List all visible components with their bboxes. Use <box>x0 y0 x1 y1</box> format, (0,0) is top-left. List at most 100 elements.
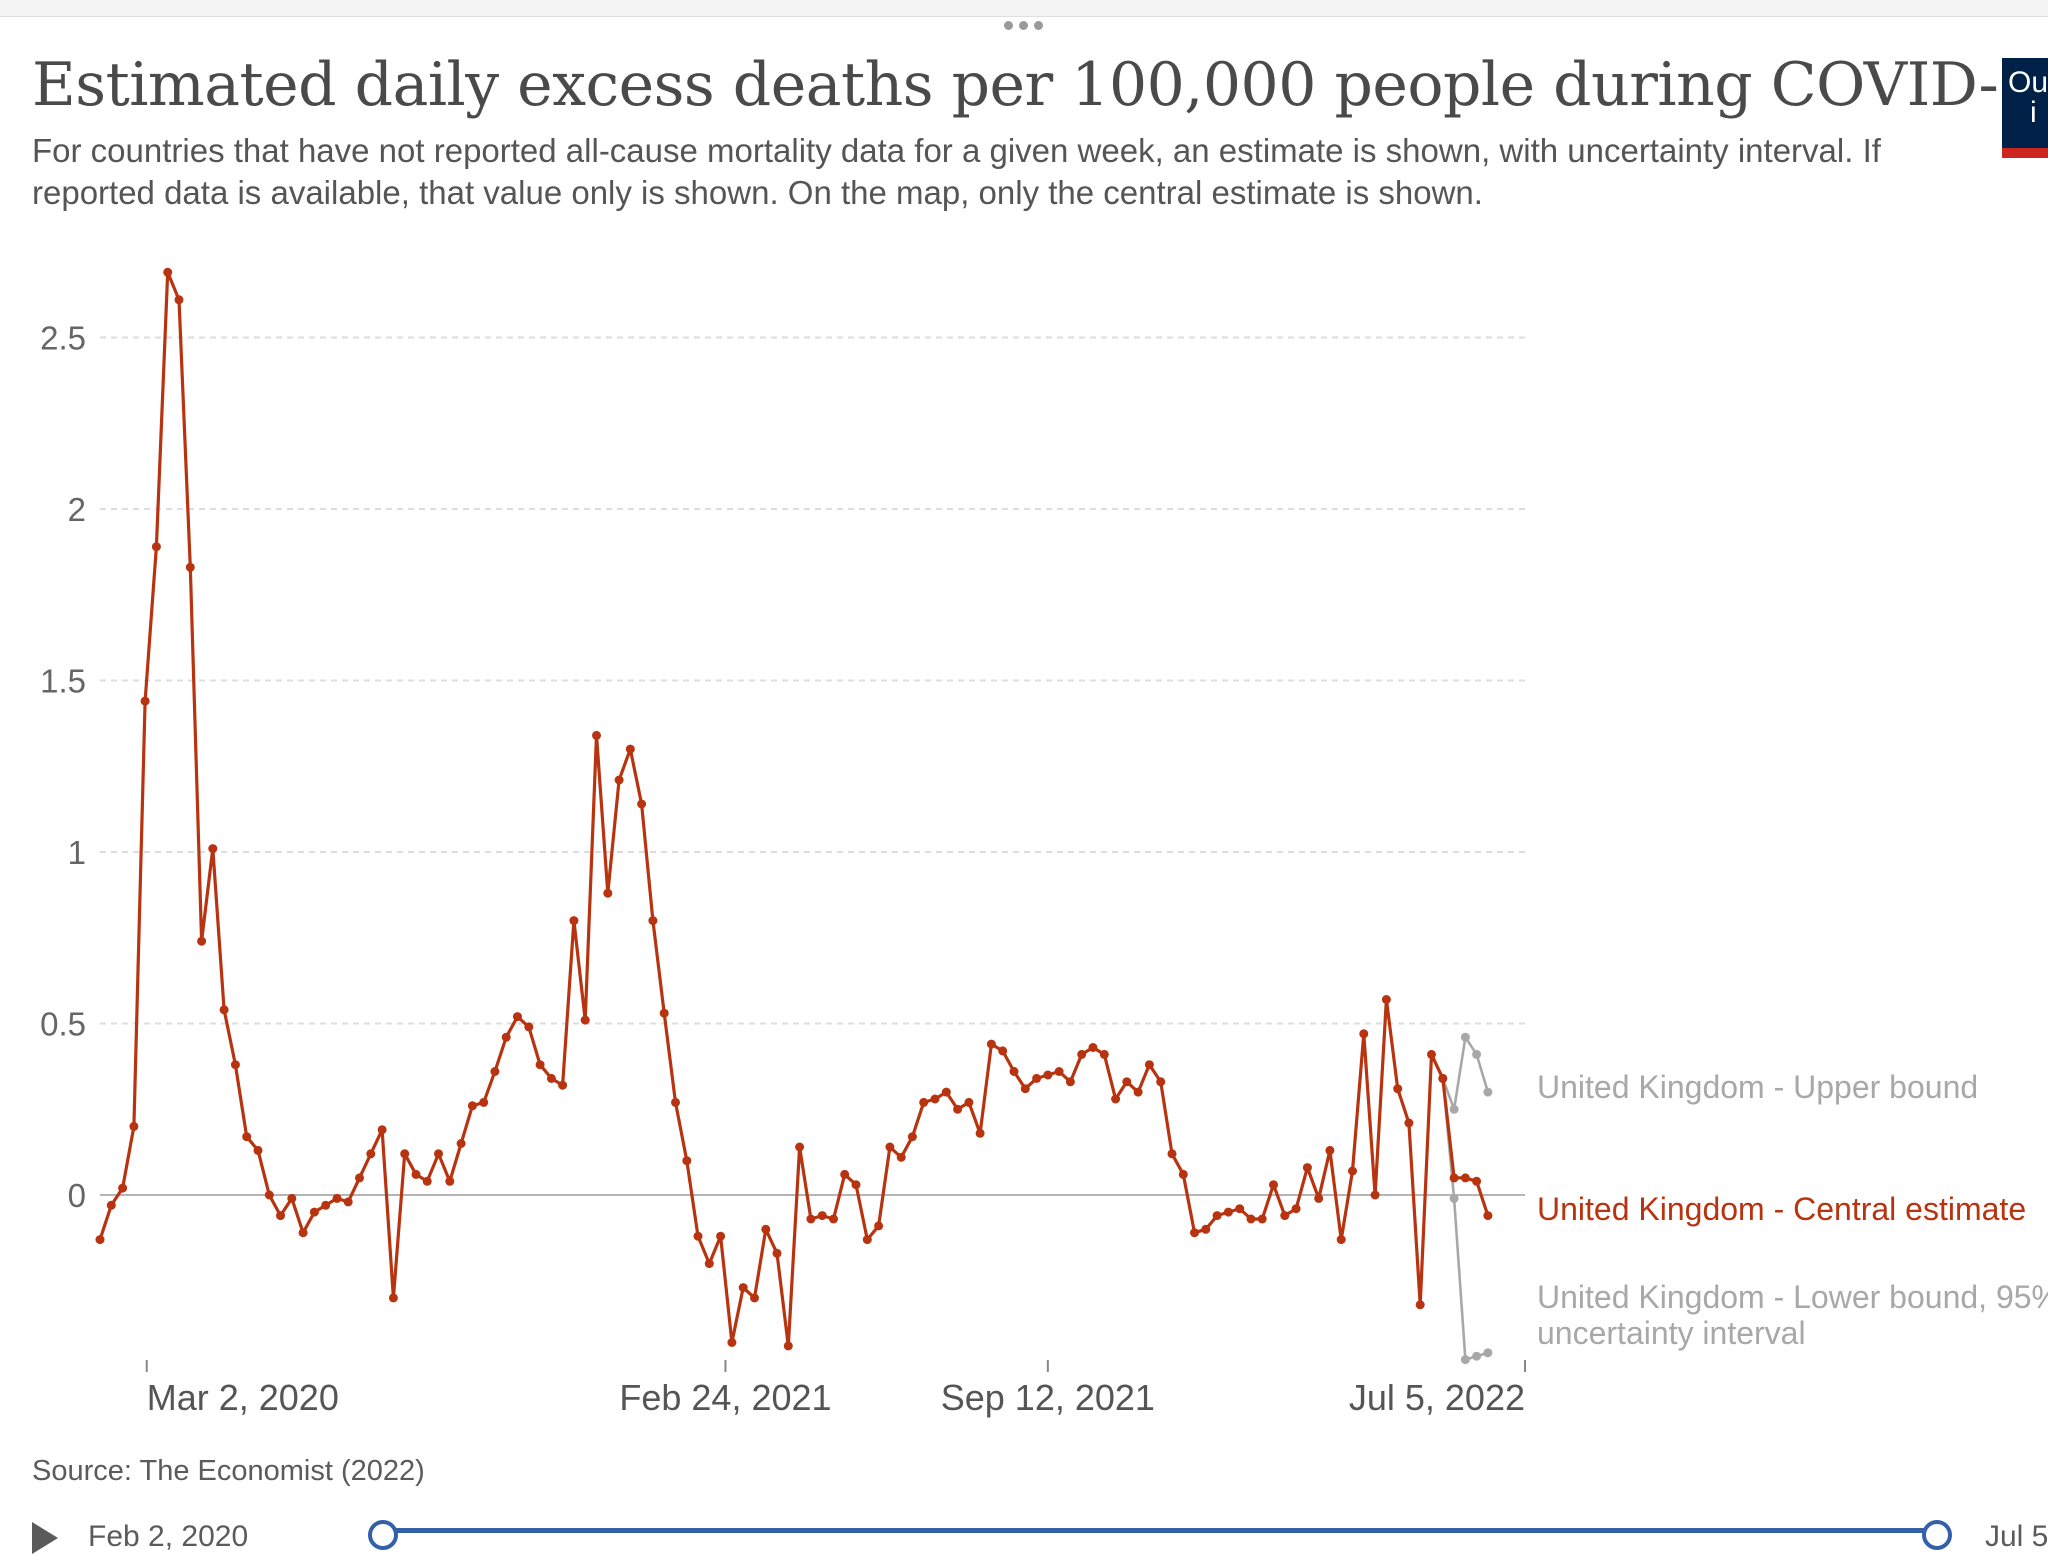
data-point <box>682 1156 692 1166</box>
data-point <box>862 1235 872 1245</box>
x-tick-label: Mar 2, 2020 <box>147 1377 339 1418</box>
data-point <box>829 1214 838 1224</box>
series-line <box>1441 1035 1490 1111</box>
data-point <box>546 1073 556 1083</box>
data-point <box>1449 1193 1459 1203</box>
series-end-label: United Kingdom - Lower bound, 95% <box>1537 1279 2048 1315</box>
data-point <box>569 916 579 926</box>
data-point <box>986 1039 996 1049</box>
data-point <box>1348 1166 1357 1176</box>
data-point <box>750 1293 759 1303</box>
data-point <box>1280 1211 1290 1221</box>
timeline-end-handle[interactable] <box>1922 1520 1952 1550</box>
data-point <box>1472 1176 1482 1186</box>
data-point <box>1223 1207 1233 1217</box>
data-point <box>332 1193 342 1203</box>
data-point <box>355 1173 364 1183</box>
data-point <box>1077 1049 1087 1059</box>
x-tick-label: Sep 12, 2021 <box>941 1377 1155 1418</box>
data-point <box>795 1142 805 1152</box>
data-point <box>817 1211 827 1221</box>
data-point <box>1460 1173 1470 1183</box>
data-point <box>242 1132 252 1142</box>
y-tick-label: 2 <box>68 491 86 528</box>
series-line <box>98 270 1490 1348</box>
data-point <box>1032 1073 1042 1083</box>
data-point <box>321 1200 331 1210</box>
data-point <box>907 1132 917 1142</box>
data-point <box>1336 1235 1346 1245</box>
data-point <box>1381 995 1391 1004</box>
data-point <box>964 1097 974 1107</box>
data-point <box>941 1087 951 1097</box>
data-point <box>1088 1043 1098 1052</box>
data-point <box>1156 1077 1166 1087</box>
data-point <box>467 1101 477 1111</box>
owid-logo[interactable]: Ou i <box>2002 58 2048 158</box>
data-point <box>1427 1049 1436 1059</box>
data-point <box>1190 1228 1199 1238</box>
data-point <box>309 1207 319 1217</box>
data-point <box>1460 1355 1470 1365</box>
y-tick-label: 0 <box>68 1177 86 1214</box>
data-point <box>287 1193 297 1203</box>
data-point <box>230 1060 240 1070</box>
data-point <box>648 916 658 926</box>
data-point <box>434 1149 443 1159</box>
chart-title: Estimated daily excess deaths per 100,00… <box>32 50 2048 120</box>
data-point <box>738 1283 748 1293</box>
chart-subtitle: For countries that have not reported all… <box>32 132 1881 211</box>
data-point <box>400 1149 410 1159</box>
data-point <box>1325 1145 1335 1155</box>
top-bar <box>0 0 2048 17</box>
data-point <box>1438 1073 1448 1083</box>
data-point <box>998 1046 1008 1056</box>
data-point <box>1370 1190 1380 1200</box>
data-point <box>1404 1118 1414 1128</box>
data-point <box>1472 1351 1482 1361</box>
data-point <box>174 295 184 305</box>
data-point <box>1009 1067 1019 1076</box>
data-point <box>1483 1087 1493 1097</box>
data-point <box>1246 1214 1256 1224</box>
data-point <box>118 1183 128 1193</box>
data-point <box>1415 1300 1425 1310</box>
data-point <box>377 1125 387 1135</box>
data-point <box>490 1067 500 1076</box>
data-point <box>1359 1029 1369 1039</box>
data-point <box>1460 1032 1470 1042</box>
drag-handle-icon[interactable] <box>1000 18 1046 32</box>
data-point <box>388 1293 398 1303</box>
data-point <box>276 1211 285 1221</box>
data-point <box>592 730 601 740</box>
line-chart: 0 0.5 1 1.5 2 2.5 Mar 2, 2020 Feb 24, 2021 Sep 1… <box>40 267 2048 1418</box>
data-point <box>1302 1163 1312 1173</box>
data-point <box>185 562 195 572</box>
data-point <box>1144 1060 1154 1070</box>
data-point <box>456 1139 466 1148</box>
data-point <box>1122 1077 1132 1087</box>
data-point <box>1212 1211 1222 1221</box>
data-point <box>197 936 207 946</box>
timeline-end-label: Jul 5, 2022 <box>1985 1520 2048 1553</box>
timeline-start-handle[interactable] <box>368 1520 398 1550</box>
x-tick-label: Jul 5, 2022 <box>1349 1377 1525 1418</box>
data-point <box>208 844 218 854</box>
timeline-track[interactable] <box>385 1528 1940 1533</box>
data-point <box>524 1022 534 1032</box>
data-point <box>343 1197 353 1207</box>
data-point <box>1257 1214 1267 1224</box>
x-tick-label: Feb 24, 2021 <box>619 1377 831 1418</box>
data-point <box>422 1176 432 1186</box>
timeline-control: Feb 2, 2020 Jul 5, 2022 <box>0 1500 2048 1554</box>
data-point <box>953 1104 963 1114</box>
play-icon[interactable] <box>32 1522 58 1554</box>
data-point <box>1099 1049 1109 1059</box>
data-point <box>558 1080 568 1090</box>
data-point <box>411 1169 421 1179</box>
data-point <box>603 888 613 898</box>
data-point <box>501 1032 511 1042</box>
data-point <box>95 1235 105 1245</box>
data-point <box>1020 1084 1030 1094</box>
data-point <box>693 1231 703 1241</box>
